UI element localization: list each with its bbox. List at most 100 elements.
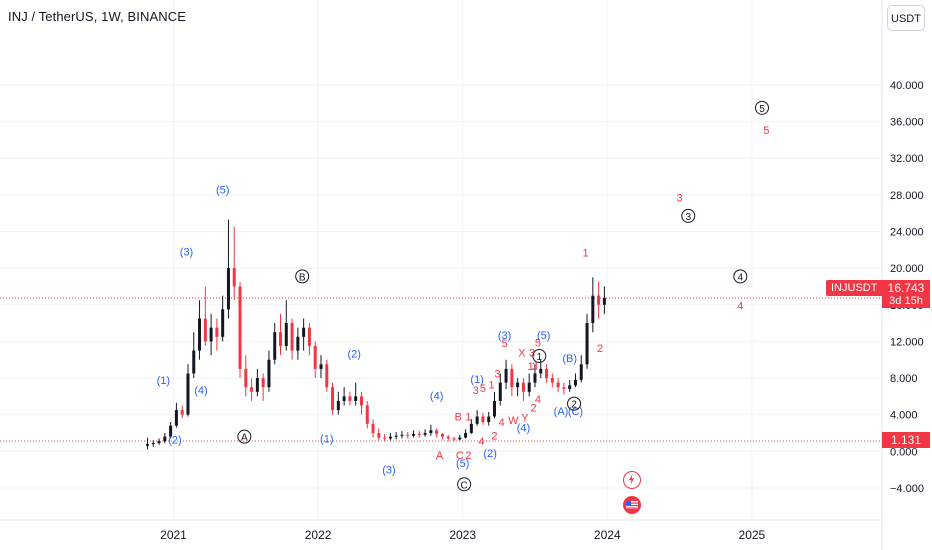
wave-label: 5 xyxy=(502,338,508,350)
wave-label-text: (A) xyxy=(554,406,569,418)
candle-body xyxy=(313,345,317,369)
candle-body xyxy=(279,332,283,346)
candle-body xyxy=(325,364,329,388)
candle-body xyxy=(296,336,300,351)
wave-label: 1 xyxy=(465,412,471,424)
x-axis[interactable]: 2021 2022 2023 2024 2025 xyxy=(0,519,882,542)
wave-label-text: (4) xyxy=(517,422,530,434)
candle-body xyxy=(163,436,167,442)
countdown: 3d 15h xyxy=(889,295,923,307)
wave-label: (5) xyxy=(537,330,550,342)
wave-label-circled: 2 xyxy=(567,396,582,411)
candle-body xyxy=(221,309,225,337)
wave-label-circled: 4 xyxy=(733,269,748,284)
wave-label: C xyxy=(456,450,464,462)
candle-body xyxy=(203,318,207,342)
wave-label: 1 xyxy=(489,379,495,391)
x-tick-label: 2021 xyxy=(160,528,187,542)
wave-label: (1) xyxy=(157,375,170,387)
wave-label: (C) xyxy=(568,406,583,418)
y-tick-label: 8.000 xyxy=(890,373,918,385)
candle-body xyxy=(354,396,358,401)
candle-body xyxy=(469,423,473,433)
y-axis[interactable]: −4.0000.0004.0008.00012.00016.00020.0002… xyxy=(881,0,924,550)
wave-label: 2 xyxy=(491,431,497,443)
lightning-bolt-icon[interactable] xyxy=(623,471,641,489)
candle-body xyxy=(255,378,259,392)
wave-label-circled: B xyxy=(295,269,310,284)
candle-body xyxy=(186,373,190,415)
symbol-tag: INJUSDT xyxy=(826,280,883,296)
candle-body xyxy=(481,416,485,422)
wave-label: B xyxy=(455,412,462,424)
wave-label: (1) xyxy=(320,433,333,445)
candle-body xyxy=(348,396,352,401)
grid xyxy=(0,0,882,520)
y-tick-label: 4.000 xyxy=(890,410,918,422)
wave-label-text: 5 xyxy=(759,104,765,115)
candle-body xyxy=(273,332,277,360)
wave-label: (4) xyxy=(194,385,207,397)
candle-body xyxy=(198,318,202,351)
candle-body xyxy=(302,327,306,337)
candle-body xyxy=(498,382,502,401)
candle-body xyxy=(440,433,444,437)
wave-label-text: 2 xyxy=(465,450,471,462)
us-flag-icon[interactable] xyxy=(623,496,641,514)
wave-label-text: (C) xyxy=(568,406,583,418)
candle-body xyxy=(423,432,427,435)
y-tick-label: 12.000 xyxy=(890,336,924,348)
candle-body xyxy=(238,286,242,369)
candle-body xyxy=(527,382,531,392)
y-tick-label: 32.000 xyxy=(890,153,924,165)
wave-label-circle xyxy=(681,208,696,223)
wave-label-text: (5) xyxy=(456,458,469,470)
candle-body xyxy=(597,295,601,305)
candle-body xyxy=(365,405,369,424)
wave-label: 4 xyxy=(737,301,743,313)
candle-body xyxy=(487,416,491,422)
wave-label-text: 2 xyxy=(530,402,536,414)
wave-label-text: 1 xyxy=(537,352,543,363)
wave-label-circle xyxy=(457,477,472,492)
wave-label-circle xyxy=(567,396,582,411)
candle-body xyxy=(521,382,525,392)
y-tick-label: 20.000 xyxy=(890,263,924,275)
wave-label-circled: 1 xyxy=(532,349,547,364)
wave-label-circle xyxy=(532,349,547,364)
wave-label: 3 xyxy=(494,368,500,380)
wave-label: 3 xyxy=(532,361,538,373)
candle-body xyxy=(192,350,196,374)
currency-button[interactable]: USDT xyxy=(887,5,925,31)
candle-body xyxy=(556,382,560,388)
wave-label: 2 xyxy=(465,450,471,462)
wave-label: (3) xyxy=(180,247,193,259)
candle-body xyxy=(545,368,549,379)
y-tick-label: 36.000 xyxy=(890,117,924,129)
candle-body xyxy=(250,387,254,392)
candle-body xyxy=(539,368,543,374)
candle-body xyxy=(394,435,398,437)
y-tick-label: 28.000 xyxy=(890,190,924,202)
wave-label: (5) xyxy=(216,184,229,196)
candle-body xyxy=(319,364,323,369)
wave-label-text: (4) xyxy=(430,390,443,402)
candle-body xyxy=(151,443,155,445)
candle-body xyxy=(452,438,456,440)
wave-label-text: W xyxy=(508,415,519,427)
candle-body xyxy=(267,359,271,388)
wave-label-text: 1 xyxy=(528,361,534,373)
low-price-tag: 1.131 xyxy=(882,432,930,448)
wave-label-text: 2 xyxy=(571,400,577,411)
candle-body xyxy=(533,373,537,383)
candle-body xyxy=(412,433,416,436)
wave-label: 1 xyxy=(583,248,589,260)
candle-body xyxy=(169,425,173,437)
wave-label: 5 xyxy=(535,337,541,349)
wave-label-circled: A xyxy=(237,429,252,444)
wave-label-text: (3) xyxy=(382,465,395,477)
wave-label-text: 3 xyxy=(494,368,500,380)
wave-label-text: 2 xyxy=(491,431,497,443)
wave-label-text: 3 xyxy=(677,193,683,205)
